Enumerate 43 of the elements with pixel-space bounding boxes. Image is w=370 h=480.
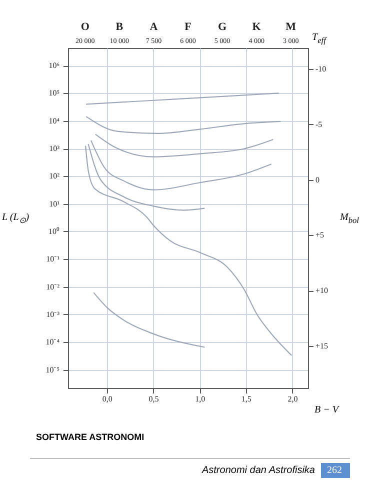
text: SOFTWARE ASTRONOMI xyxy=(36,432,144,442)
x-tick-label: 0,0 xyxy=(102,394,112,404)
y-tick-label: 10⁻⁵ xyxy=(46,365,60,374)
x-axis-title: B − V xyxy=(314,404,340,416)
text: M xyxy=(286,21,297,33)
y-axis-title: L (L$_{⊙}$) xyxy=(2,212,30,225)
text: 262 xyxy=(321,463,350,478)
y2-tick-label: 0 xyxy=(316,175,320,184)
text: G xyxy=(218,21,228,33)
line-series xyxy=(95,134,274,158)
y-tick-label: 10⁻³ xyxy=(46,310,60,319)
y2-tick-label: +10 xyxy=(316,286,328,296)
x-tick-label: 1,0 xyxy=(195,394,206,404)
x-tick-label: 1,5 xyxy=(241,394,252,404)
x2-axis-title: T$_{eff}$ xyxy=(312,32,326,45)
y-tick-label: 10⁴ xyxy=(48,116,60,126)
y-tick-label: 10³ xyxy=(49,144,60,154)
x-tick-label: 2,0 xyxy=(288,394,298,404)
y2-axis-title: M$_{bol}$ xyxy=(340,212,359,225)
y-tick-label: 10⁻² xyxy=(46,282,60,292)
y2-tick-label: +5 xyxy=(316,230,324,240)
line-series xyxy=(93,292,205,348)
y2-tick-label: +15 xyxy=(316,341,328,350)
line-series xyxy=(90,140,272,190)
line-series xyxy=(86,116,281,134)
y2-tick-label: -5 xyxy=(316,120,322,129)
y2-tick-label: -10 xyxy=(316,64,326,74)
y-tick-label: 10⁻¹ xyxy=(46,254,60,264)
y-tick-label: 10⁻⁴ xyxy=(46,338,60,347)
y-tick-label: 10⁶ xyxy=(48,61,60,70)
text: A xyxy=(150,21,158,33)
y-tick-label: 10¹ xyxy=(49,199,60,208)
line-series xyxy=(85,146,292,356)
text: K xyxy=(252,21,262,33)
y-tick-label: 10² xyxy=(49,172,60,181)
text: B xyxy=(116,21,124,33)
line-series xyxy=(88,144,205,211)
y-tick-label: 10⁵ xyxy=(48,88,60,98)
y-tick-label: 10⁰ xyxy=(48,227,60,236)
x-tick-label: 0,5 xyxy=(148,394,159,404)
text: O xyxy=(80,21,90,33)
text: F xyxy=(184,21,192,33)
text: Astronomi dan Astrofisika xyxy=(202,465,315,476)
